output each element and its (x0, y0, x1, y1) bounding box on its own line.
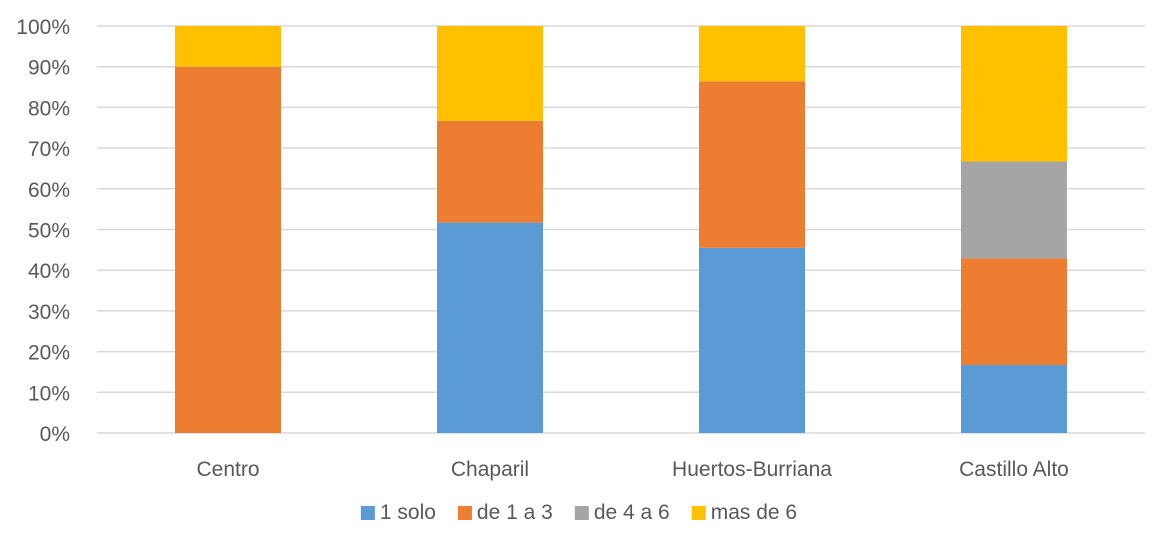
y-tick-label: 60% (28, 179, 70, 202)
x-tick-label: Chaparil (451, 458, 529, 481)
legend-label: mas de 6 (711, 501, 797, 524)
y-tick-label: 30% (28, 301, 70, 324)
y-tick-label: 20% (28, 342, 70, 365)
y-tick-label: 50% (28, 220, 70, 243)
legend-swatch (457, 506, 472, 520)
x-axis-labels: Centro Chaparil Huertos-Burriana Castillo A… (196, 458, 1068, 481)
y-tick-label: 80% (28, 97, 70, 120)
legend-label: de 1 a 3 (477, 501, 553, 524)
legend-swatch (574, 506, 589, 520)
x-tick-label: Castillo Alto (959, 458, 1069, 481)
y-tick-label: 90% (28, 57, 70, 80)
y-tick-label: 100% (16, 16, 70, 39)
bar-segment (961, 26, 1067, 162)
bar-segment (699, 26, 805, 82)
y-axis-ticks: 0% 10% 20% 30% 40% 50% 60% 70% 80% 90% 100% (16, 16, 70, 446)
legend-label: de 4 a 6 (594, 501, 670, 524)
bar-segment (961, 161, 1067, 259)
y-tick-label: 70% (28, 138, 70, 161)
bar-segment (437, 222, 543, 433)
bar-segment (437, 26, 543, 121)
bar-segment (699, 81, 805, 248)
bar-segment (699, 247, 805, 433)
bar-segment (175, 66, 281, 433)
y-tick-label: 10% (28, 382, 70, 405)
bars (175, 26, 1067, 433)
bar-segment (961, 258, 1067, 366)
bar-segment (437, 120, 543, 223)
x-tick-label: Centro (196, 458, 259, 481)
legend-swatch (360, 506, 375, 520)
bar-segment (175, 26, 281, 67)
x-tick-label: Huertos-Burriana (672, 458, 832, 481)
legend-swatch (691, 506, 706, 520)
y-tick-label: 40% (28, 260, 70, 283)
legend-label: 1 solo (380, 501, 436, 524)
bar-segment (961, 365, 1067, 433)
y-tick-label: 0% (40, 423, 70, 446)
legend: 1 solo de 1 a 3 de 4 a 6 mas de 6 (360, 501, 797, 524)
